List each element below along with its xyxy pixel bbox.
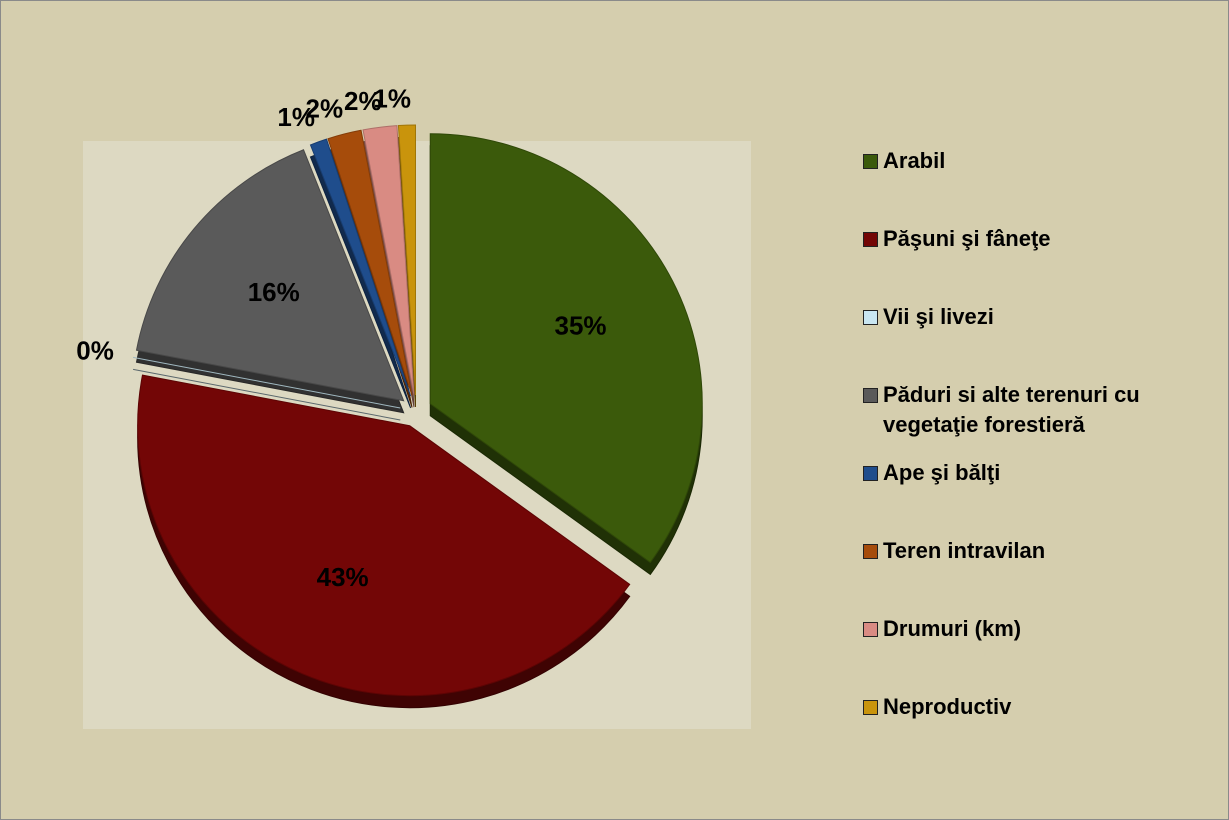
slice bbox=[135, 149, 405, 402]
slice bbox=[429, 133, 703, 564]
legend-entry: Neproductiv bbox=[863, 692, 1223, 722]
legend-swatch bbox=[863, 232, 878, 247]
legend-swatch bbox=[863, 154, 878, 169]
data-label: 35% bbox=[554, 311, 606, 341]
data-label: 2% bbox=[306, 93, 344, 123]
data-label: 2% bbox=[344, 86, 382, 116]
legend-label: Ape şi bălţi bbox=[883, 460, 1001, 485]
legend-entry: Păşuni şi fâneţe bbox=[863, 224, 1223, 254]
legend-label: Păşuni şi fâneţe bbox=[883, 226, 1051, 251]
legend-swatch bbox=[863, 310, 878, 325]
slice bbox=[137, 374, 631, 697]
slice bbox=[327, 129, 413, 396]
legend-swatch bbox=[863, 466, 878, 481]
legend-label: Arabil bbox=[883, 148, 946, 173]
slice bbox=[309, 138, 412, 397]
data-label: 1% bbox=[373, 84, 411, 114]
legend-label: Teren intravilan bbox=[883, 538, 1046, 563]
legend-label: Păduri si alte terenuri cu vegetaţie for… bbox=[883, 382, 1140, 437]
legend-label: Neproductiv bbox=[883, 694, 1012, 719]
legend-label: Drumuri (km) bbox=[883, 616, 1022, 641]
slice bbox=[397, 124, 416, 396]
data-label: 0% bbox=[76, 336, 114, 366]
data-label: 16% bbox=[248, 277, 300, 307]
legend-swatch bbox=[863, 388, 878, 403]
legend-entry: Arabil bbox=[863, 146, 1223, 176]
legend-entry: Păduri si alte terenuri cu vegetaţie for… bbox=[863, 380, 1223, 440]
legend-swatch bbox=[863, 700, 878, 715]
slice bbox=[362, 125, 415, 396]
legend-entry: Teren intravilan bbox=[863, 536, 1223, 566]
legend-label: Vii şi livezi bbox=[883, 304, 994, 329]
legend-swatch bbox=[863, 622, 878, 637]
legend-entry: Drumuri (km) bbox=[863, 614, 1223, 644]
data-label: 43% bbox=[317, 562, 369, 592]
legend-entry: Vii şi livezi bbox=[863, 302, 1223, 332]
data-label: 1% bbox=[277, 102, 315, 132]
legend-swatch bbox=[863, 544, 878, 559]
legend-entry: Ape şi bălţi bbox=[863, 458, 1223, 488]
